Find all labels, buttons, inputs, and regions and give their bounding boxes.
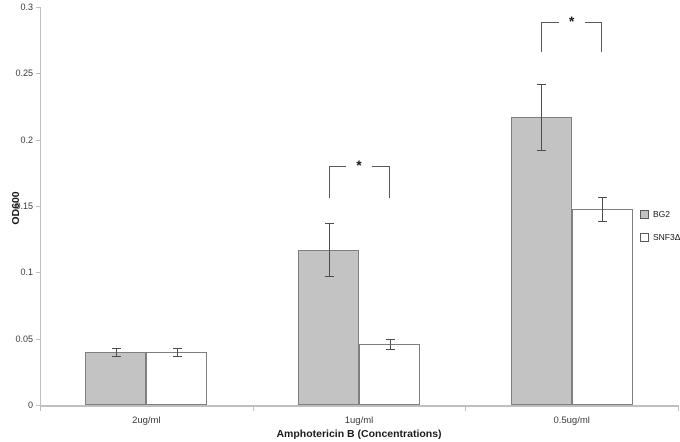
bar-BG2-0.5ug/ml [510, 117, 572, 405]
y-tick-mark [36, 338, 40, 340]
significance-asterisk: * [568, 12, 575, 29]
y-tick-mark [36, 7, 40, 8]
significance-bracket-left [328, 166, 346, 199]
error-cap-bottom [172, 355, 182, 357]
error-cap-top [537, 83, 547, 85]
x-category-label: 0.5ug/ml [553, 415, 590, 426]
y-tick-label: 0.15 [15, 201, 33, 211]
x-category-label: 1ug/ml [344, 415, 374, 426]
legend-item-SNF3Δ: SNF3Δ [640, 226, 680, 249]
error-cap-bottom [598, 220, 608, 222]
error-bar-BG2-2ug/ml [115, 347, 117, 356]
error-cap-top [111, 347, 121, 349]
error-cap-top [172, 347, 182, 349]
y-tick-mark [36, 73, 40, 75]
y-tick-label: 0.3 [20, 1, 33, 12]
legend-swatch-icon [640, 210, 649, 219]
x-tick-mark [40, 405, 41, 411]
error-bar-SNF3Δ-0.5ug/ml [602, 196, 604, 221]
bar-SNF3Δ-0.5ug/ml [571, 208, 633, 405]
y-tick-label: 0 [27, 400, 33, 410]
x-axis-line [40, 405, 678, 407]
bar-SNF3Δ-1ug/ml [359, 343, 420, 405]
error-bar-BG2-1ug/ml [328, 223, 330, 277]
legend-label: BG2 [653, 209, 671, 219]
y-tick-label: 0.25 [15, 68, 33, 79]
error-cap-top [324, 223, 334, 225]
error-cap-bottom [111, 355, 121, 357]
y-tick-label: 0.2 [20, 134, 33, 145]
y-tick-mark [36, 139, 40, 141]
error-cap-bottom [324, 276, 334, 278]
significance-bracket-right [372, 166, 390, 199]
x-tick-mark [465, 405, 466, 411]
bar-BG2-2ug/ml [85, 351, 147, 405]
y-axis-line [40, 7, 41, 405]
y-tick-mark [36, 405, 40, 406]
y-tick-label: 0.1 [20, 267, 33, 278]
legend: BG2 SNF3Δ [640, 203, 680, 249]
x-category-label: 2ug/ml [132, 415, 161, 426]
significance-bracket-right [584, 21, 603, 53]
error-bar-BG2-0.5ug/ml [541, 83, 543, 151]
significance-bracket-left [541, 21, 559, 53]
error-cap-top [385, 338, 395, 340]
error-cap-bottom [537, 150, 547, 152]
error-cap-top [598, 196, 608, 198]
y-tick-mark [36, 206, 40, 207]
x-axis-title: Amphotericin B (Concentrations) [276, 428, 442, 440]
error-bar-SNF3Δ-2ug/ml [176, 347, 178, 356]
x-tick-mark [678, 405, 679, 411]
bar-SNF3Δ-2ug/ml [146, 351, 208, 405]
error-cap-bottom [385, 349, 395, 351]
y-tick-mark [36, 272, 40, 274]
legend-item-BG2: BG2 [640, 203, 680, 226]
x-tick-mark [253, 405, 254, 411]
legend-swatch-icon [640, 233, 649, 242]
error-bar-SNF3Δ-1ug/ml [389, 338, 391, 350]
legend-label: SNF3Δ [653, 232, 680, 242]
significance-asterisk: * [356, 157, 362, 174]
y-tick-label: 0.05 [15, 333, 33, 344]
